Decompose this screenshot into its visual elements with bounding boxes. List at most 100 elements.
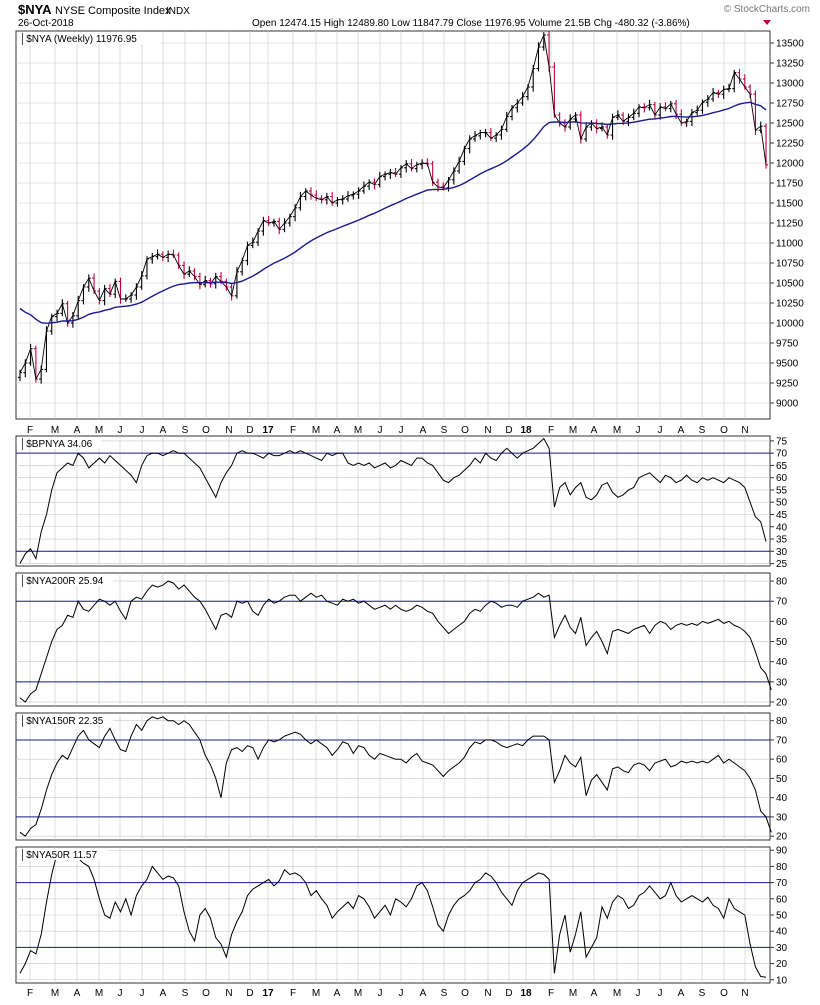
month-label-top: A	[334, 425, 341, 436]
month-label-bottom: A	[678, 988, 685, 999]
y-tick-label: 9000	[776, 399, 799, 410]
y-tick-label: 10750	[776, 259, 804, 270]
y-tick-label: 12250	[776, 139, 804, 150]
y-tick-label: 45	[776, 510, 788, 521]
month-label-bottom: 17	[262, 988, 274, 999]
y-tick-label: 10000	[776, 319, 804, 330]
month-label-bottom: S	[182, 988, 189, 999]
y-tick-label: 40	[776, 657, 788, 668]
y-tick-label: 9500	[776, 359, 799, 370]
legend-background	[17, 437, 101, 449]
y-tick-label: 50	[776, 498, 788, 509]
x-axis: F F M M A A M M J J J J A A S S O O N N D D 17 17 F F M M A A M M J J J J A A…	[27, 425, 749, 999]
y-tick-label: 40	[776, 522, 788, 533]
month-label-top: N	[225, 425, 232, 436]
y-tick-label: 50	[776, 911, 788, 922]
legend-background	[17, 32, 161, 44]
month-label-top: S	[441, 425, 448, 436]
panel-legend: │$NYA200R 25.94	[20, 574, 104, 588]
month-label-top: M	[312, 425, 320, 436]
month-label-bottom: N	[225, 988, 232, 999]
month-label-top: N	[741, 425, 748, 436]
y-tick-label: 70	[776, 878, 788, 889]
month-label-bottom: J	[378, 988, 383, 999]
y-tick-label: 13000	[776, 79, 804, 90]
month-label-bottom: M	[354, 988, 362, 999]
panel-nya200r: 20 30 40 50 60 70 80 │$NYA200R 25.94	[15, 572, 788, 708]
watermark: © StockCharts.com	[724, 4, 810, 15]
month-label-bottom: 18	[520, 988, 532, 999]
month-label-top: M	[51, 425, 59, 436]
date-label: 26-Oct-2018	[18, 18, 74, 29]
y-tick-label: 75	[776, 436, 788, 447]
y-tick-label: 30	[776, 943, 788, 954]
month-label-bottom: A	[160, 988, 167, 999]
y-tick-label: 80	[776, 577, 788, 588]
indicator-line	[19, 437, 767, 564]
y-tick-label: 11000	[776, 239, 804, 250]
symbol-label: $NYA	[18, 2, 52, 17]
month-label-top: O	[720, 425, 728, 436]
month-label-bottom: J	[636, 988, 641, 999]
month-label-top: D	[505, 425, 512, 436]
month-label-top: S	[182, 425, 189, 436]
panel-legend: │$BPNYA 34.06	[20, 437, 93, 451]
month-label-top: A	[160, 425, 167, 436]
y-tick-label: 30	[776, 547, 788, 558]
month-label-top: M	[354, 425, 362, 436]
y-tick-label: 35	[776, 535, 788, 546]
y-tick-label: 11250	[776, 219, 804, 230]
y-tick-label: 12500	[776, 119, 804, 130]
down-arrow-icon	[763, 20, 771, 25]
y-tick-label: 40	[776, 793, 788, 804]
legend-background	[17, 574, 113, 586]
month-label-top: 17	[262, 425, 274, 436]
y-tick-label: 20	[776, 959, 788, 970]
y-tick-label: 70	[776, 449, 788, 460]
month-label-bottom: N	[484, 988, 491, 999]
month-label-top: N	[484, 425, 491, 436]
panel-nya150r: 20 30 40 50 60 70 80 │$NYA150R 22.35	[15, 712, 788, 843]
month-label-top: D	[246, 425, 253, 436]
price-bar	[764, 123, 768, 169]
month-label-top: A	[591, 425, 598, 436]
month-label-bottom: A	[334, 988, 341, 999]
month-label-bottom: O	[461, 988, 469, 999]
y-tick-label: 12750	[776, 99, 804, 110]
moving-average-line	[19, 101, 767, 325]
month-label-top: J	[658, 425, 663, 436]
y-tick-label: 10	[776, 975, 788, 986]
month-label-bottom: M	[569, 988, 577, 999]
month-label-top: M	[95, 425, 103, 436]
month-label-top: F	[27, 425, 33, 436]
y-tick-label: 70	[776, 735, 788, 746]
month-label-bottom: M	[312, 988, 320, 999]
month-label-top: A	[678, 425, 685, 436]
month-label-bottom: D	[246, 988, 253, 999]
month-label-top: M	[569, 425, 577, 436]
month-label-top: F	[548, 425, 554, 436]
indicator-line	[19, 716, 772, 837]
y-tick-label: 50	[776, 774, 788, 785]
y-tick-label: 90	[776, 846, 788, 857]
month-label-bottom: J	[140, 988, 145, 999]
y-tick-label: 12000	[776, 159, 804, 170]
y-tick-label: 55	[776, 485, 788, 496]
quote-stats: Open 12474.15 High 12489.80 Low 11847.79…	[252, 18, 690, 29]
legend-background	[17, 714, 113, 726]
panel-price: 9000 9250 9500 9750 10000 10250 10500 10750 1100…	[15, 30, 804, 420]
y-tick-label: 20	[776, 832, 788, 843]
month-label-bottom: A	[591, 988, 598, 999]
panel-legend: │$NYA (Weekly) 11976.95	[20, 32, 137, 46]
month-label-bottom: M	[51, 988, 59, 999]
month-label-top: A	[420, 425, 427, 436]
legend-background	[17, 848, 107, 860]
y-tick-label: 30	[776, 812, 788, 823]
month-label-bottom: A	[74, 988, 81, 999]
month-label-bottom: S	[699, 988, 706, 999]
panel-frame	[15, 712, 771, 841]
y-tick-label: 10250	[776, 299, 804, 310]
